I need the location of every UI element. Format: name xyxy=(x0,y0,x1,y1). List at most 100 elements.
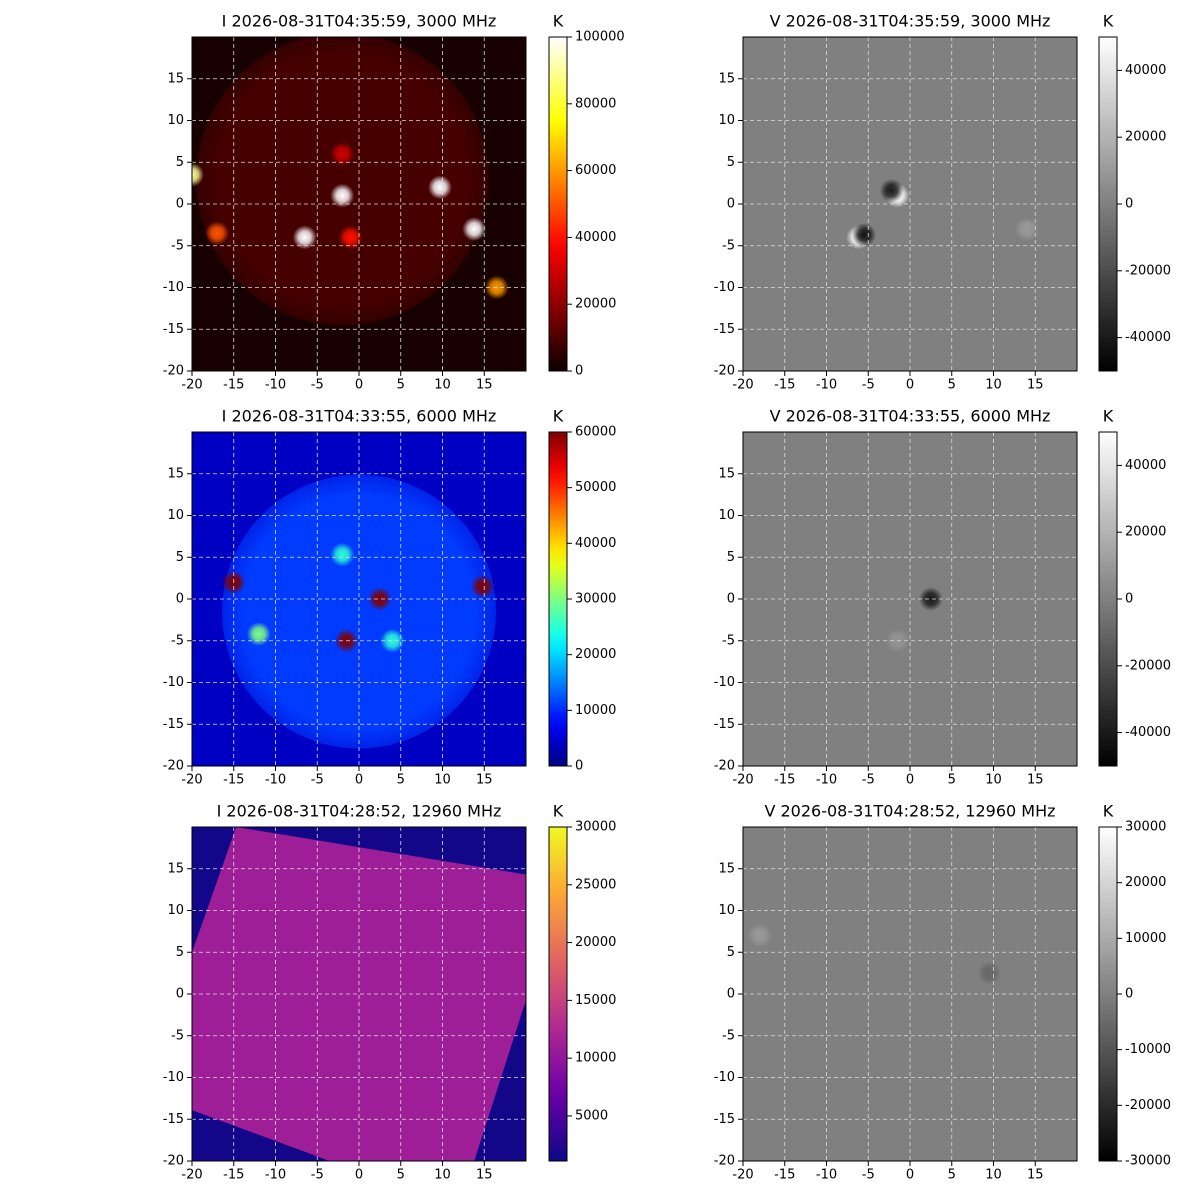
source xyxy=(192,162,204,187)
region xyxy=(192,827,526,1161)
x-tick-label: 10 xyxy=(985,773,1002,788)
x-tick-label: 10 xyxy=(434,378,451,393)
colorbar-tick-label: 20000 xyxy=(575,647,616,662)
y-tick-label: -20 xyxy=(163,364,184,379)
colorbar-label: K xyxy=(1103,12,1114,31)
y-tick-label: 5 xyxy=(176,945,184,960)
x-tick-label: 10 xyxy=(434,1168,451,1183)
y-tick-label: -10 xyxy=(714,280,735,295)
solar-disk xyxy=(222,474,496,749)
x-tick-label: 5 xyxy=(397,773,405,788)
y-tick-label: 0 xyxy=(176,197,184,212)
source xyxy=(852,222,877,247)
y-tick-label: 0 xyxy=(727,197,735,212)
y-tick-label: 15 xyxy=(167,466,184,481)
colorbar xyxy=(1098,826,1118,1162)
y-tick-label: -20 xyxy=(714,364,735,379)
x-tick-label: -5 xyxy=(862,378,875,393)
y-tick-label: -10 xyxy=(714,1070,735,1085)
x-tick-label: 5 xyxy=(397,378,405,393)
plot-frame xyxy=(191,826,527,1162)
panel-title: I 2026-08-31T04:33:55, 6000 MHz xyxy=(222,407,497,426)
panel-title: V 2026-08-31T04:33:55, 6000 MHz xyxy=(770,407,1051,426)
source xyxy=(205,221,230,246)
y-tick-label: 10 xyxy=(718,508,735,523)
x-tick-label: -5 xyxy=(311,378,324,393)
y-tick-label: -5 xyxy=(171,238,184,253)
panel xyxy=(192,37,526,371)
y-tick-label: -5 xyxy=(171,1028,184,1043)
y-tick-label: 5 xyxy=(727,945,735,960)
colorbar-tick-label: 10000 xyxy=(1125,931,1166,946)
colorbar-tick-label: 80000 xyxy=(575,96,616,111)
source xyxy=(380,628,405,653)
colorbar-tick-label: 60000 xyxy=(575,163,616,178)
source xyxy=(330,183,355,208)
x-tick-label: -10 xyxy=(265,378,286,393)
y-tick-label: 15 xyxy=(167,71,184,86)
source xyxy=(1014,217,1039,242)
colorbar-tick-label: -40000 xyxy=(1125,330,1171,345)
x-tick-label: 15 xyxy=(476,378,493,393)
colorbar-tick-label: 40000 xyxy=(1125,63,1166,78)
colorbar-tick-label: 0 xyxy=(575,364,583,379)
x-tick-label: -5 xyxy=(862,773,875,788)
source xyxy=(977,961,1002,986)
colorbar-label: K xyxy=(1103,407,1114,426)
colorbar-tick-label: 0 xyxy=(1125,987,1133,1002)
y-tick-label: 0 xyxy=(176,592,184,607)
background xyxy=(743,827,1077,1161)
plot-frame xyxy=(191,431,527,767)
y-tick-label: 10 xyxy=(167,508,184,523)
y-tick-label: 10 xyxy=(718,903,735,918)
colorbar-tick-label: 60000 xyxy=(575,425,616,440)
colorbar-tick-label: 20000 xyxy=(1125,130,1166,145)
panel xyxy=(192,432,526,766)
x-tick-label: 5 xyxy=(948,1168,956,1183)
colorbar-tick-label: -20000 xyxy=(1125,263,1171,278)
x-tick-label: -15 xyxy=(223,773,244,788)
y-tick-label: 10 xyxy=(167,113,184,128)
x-tick-label: -5 xyxy=(311,1168,324,1183)
y-tick-label: -10 xyxy=(163,675,184,690)
colorbar-tick-label: 10000 xyxy=(575,703,616,718)
x-tick-label: -20 xyxy=(181,773,202,788)
plot-frame xyxy=(742,826,1078,1162)
x-tick-label: -20 xyxy=(732,1168,753,1183)
source xyxy=(246,622,271,647)
colorbar-tick-label: 20000 xyxy=(575,935,616,950)
colorbar-tick-label: 50000 xyxy=(575,480,616,495)
plot-frame xyxy=(191,36,527,372)
x-tick-label: -10 xyxy=(265,773,286,788)
background xyxy=(743,37,1077,371)
y-tick-label: 5 xyxy=(727,155,735,170)
colorbar-tick-label: -20000 xyxy=(1125,658,1171,673)
solar-disk xyxy=(196,37,489,326)
colorbar-tick-label: 5000 xyxy=(575,1108,608,1123)
colorbar-tick-label: 20000 xyxy=(1125,525,1166,540)
x-tick-label: -5 xyxy=(311,773,324,788)
x-tick-label: -10 xyxy=(816,378,837,393)
x-tick-label: -15 xyxy=(774,1168,795,1183)
x-tick-label: 0 xyxy=(906,378,914,393)
colorbar-tick-label: -10000 xyxy=(1125,1042,1171,1057)
colorbar-tick-label: 0 xyxy=(1125,197,1133,212)
y-tick-label: -10 xyxy=(714,675,735,690)
source xyxy=(367,587,392,611)
y-tick-label: -15 xyxy=(163,1112,184,1127)
source xyxy=(470,574,495,599)
colorbar-tick-label: 0 xyxy=(575,759,583,774)
source xyxy=(918,587,943,611)
x-tick-label: -10 xyxy=(816,1168,837,1183)
colorbar-tick-label: -20000 xyxy=(1125,1098,1171,1113)
colorbar-tick-label: 40000 xyxy=(575,536,616,551)
x-tick-label: -20 xyxy=(732,773,753,788)
y-tick-label: 15 xyxy=(718,71,735,86)
panel-title: I 2026-08-31T04:35:59, 3000 MHz xyxy=(222,12,497,31)
colorbar-tick-label: 25000 xyxy=(575,877,616,892)
y-tick-label: -5 xyxy=(722,1028,735,1043)
x-tick-label: 0 xyxy=(355,773,363,788)
colorbar-tick-label: 30000 xyxy=(575,820,616,835)
colorbar-tick-label: 15000 xyxy=(575,993,616,1008)
